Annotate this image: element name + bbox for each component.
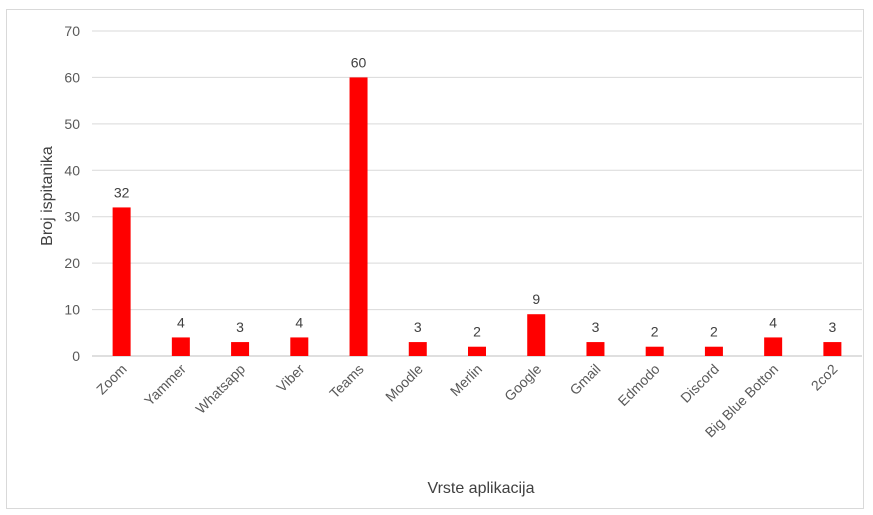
bars — [112, 77, 842, 356]
bar — [171, 337, 190, 356]
y-tick-label: 10 — [64, 302, 80, 318]
bar — [586, 342, 605, 356]
data-label: 60 — [351, 54, 367, 70]
data-label: 3 — [592, 319, 600, 335]
x-tick-label: Google — [501, 361, 544, 404]
y-axis-ticks: 0 10 20 30 40 50 60 70 — [64, 23, 80, 364]
data-label: 2 — [473, 324, 481, 340]
x-axis-title: Vrste aplikacija — [427, 480, 534, 497]
x-tick-label: Merlin — [447, 361, 485, 399]
data-label: 9 — [532, 291, 540, 307]
y-tick-label: 70 — [64, 23, 80, 39]
bar — [764, 337, 783, 356]
data-label: 4 — [177, 314, 185, 330]
gridlines — [92, 30, 862, 357]
y-tick-label: 30 — [64, 209, 80, 225]
y-axis-title: Broj ispitanika — [39, 146, 56, 246]
x-tick-label: Gmail — [566, 361, 603, 398]
data-label: 3 — [828, 319, 836, 335]
bar — [468, 346, 486, 356]
bar — [112, 207, 131, 356]
data-label: 4 — [769, 314, 777, 330]
y-tick-label: 60 — [64, 69, 80, 85]
x-tick-label: Edmodo — [615, 361, 663, 409]
bar — [823, 342, 842, 356]
data-label: 4 — [295, 314, 303, 330]
x-tick-label: Zoom — [93, 361, 130, 398]
y-tick-label: 20 — [64, 255, 80, 271]
x-tick-label: Yammer — [141, 361, 189, 409]
x-tick-label: Moodle — [382, 361, 426, 405]
bar — [231, 342, 250, 356]
x-tick-label: Teams — [326, 361, 366, 401]
y-tick-label: 50 — [64, 116, 80, 132]
bar — [349, 77, 368, 356]
data-label: 3 — [414, 319, 422, 335]
data-label: 32 — [114, 184, 130, 200]
data-label: 2 — [651, 324, 659, 340]
data-label: 3 — [236, 319, 244, 335]
bar — [527, 314, 546, 356]
data-label: 2 — [710, 324, 718, 340]
x-axis-ticks: Zoom Yammer Whatsapp Viber Teams Moodle Merlin… — [93, 361, 841, 441]
chart-area — [6, 9, 864, 509]
bar — [645, 346, 664, 356]
bar — [290, 337, 309, 356]
y-tick-label: 40 — [64, 162, 80, 178]
x-tick-label: Discord — [677, 361, 722, 406]
x-tick-label: 2co2 — [808, 361, 841, 394]
x-tick-label: Viber — [273, 361, 307, 395]
bar — [704, 346, 723, 356]
bar — [408, 342, 427, 356]
x-tick-label: Whatsapp — [192, 361, 248, 417]
y-tick-label: 0 — [72, 348, 80, 364]
